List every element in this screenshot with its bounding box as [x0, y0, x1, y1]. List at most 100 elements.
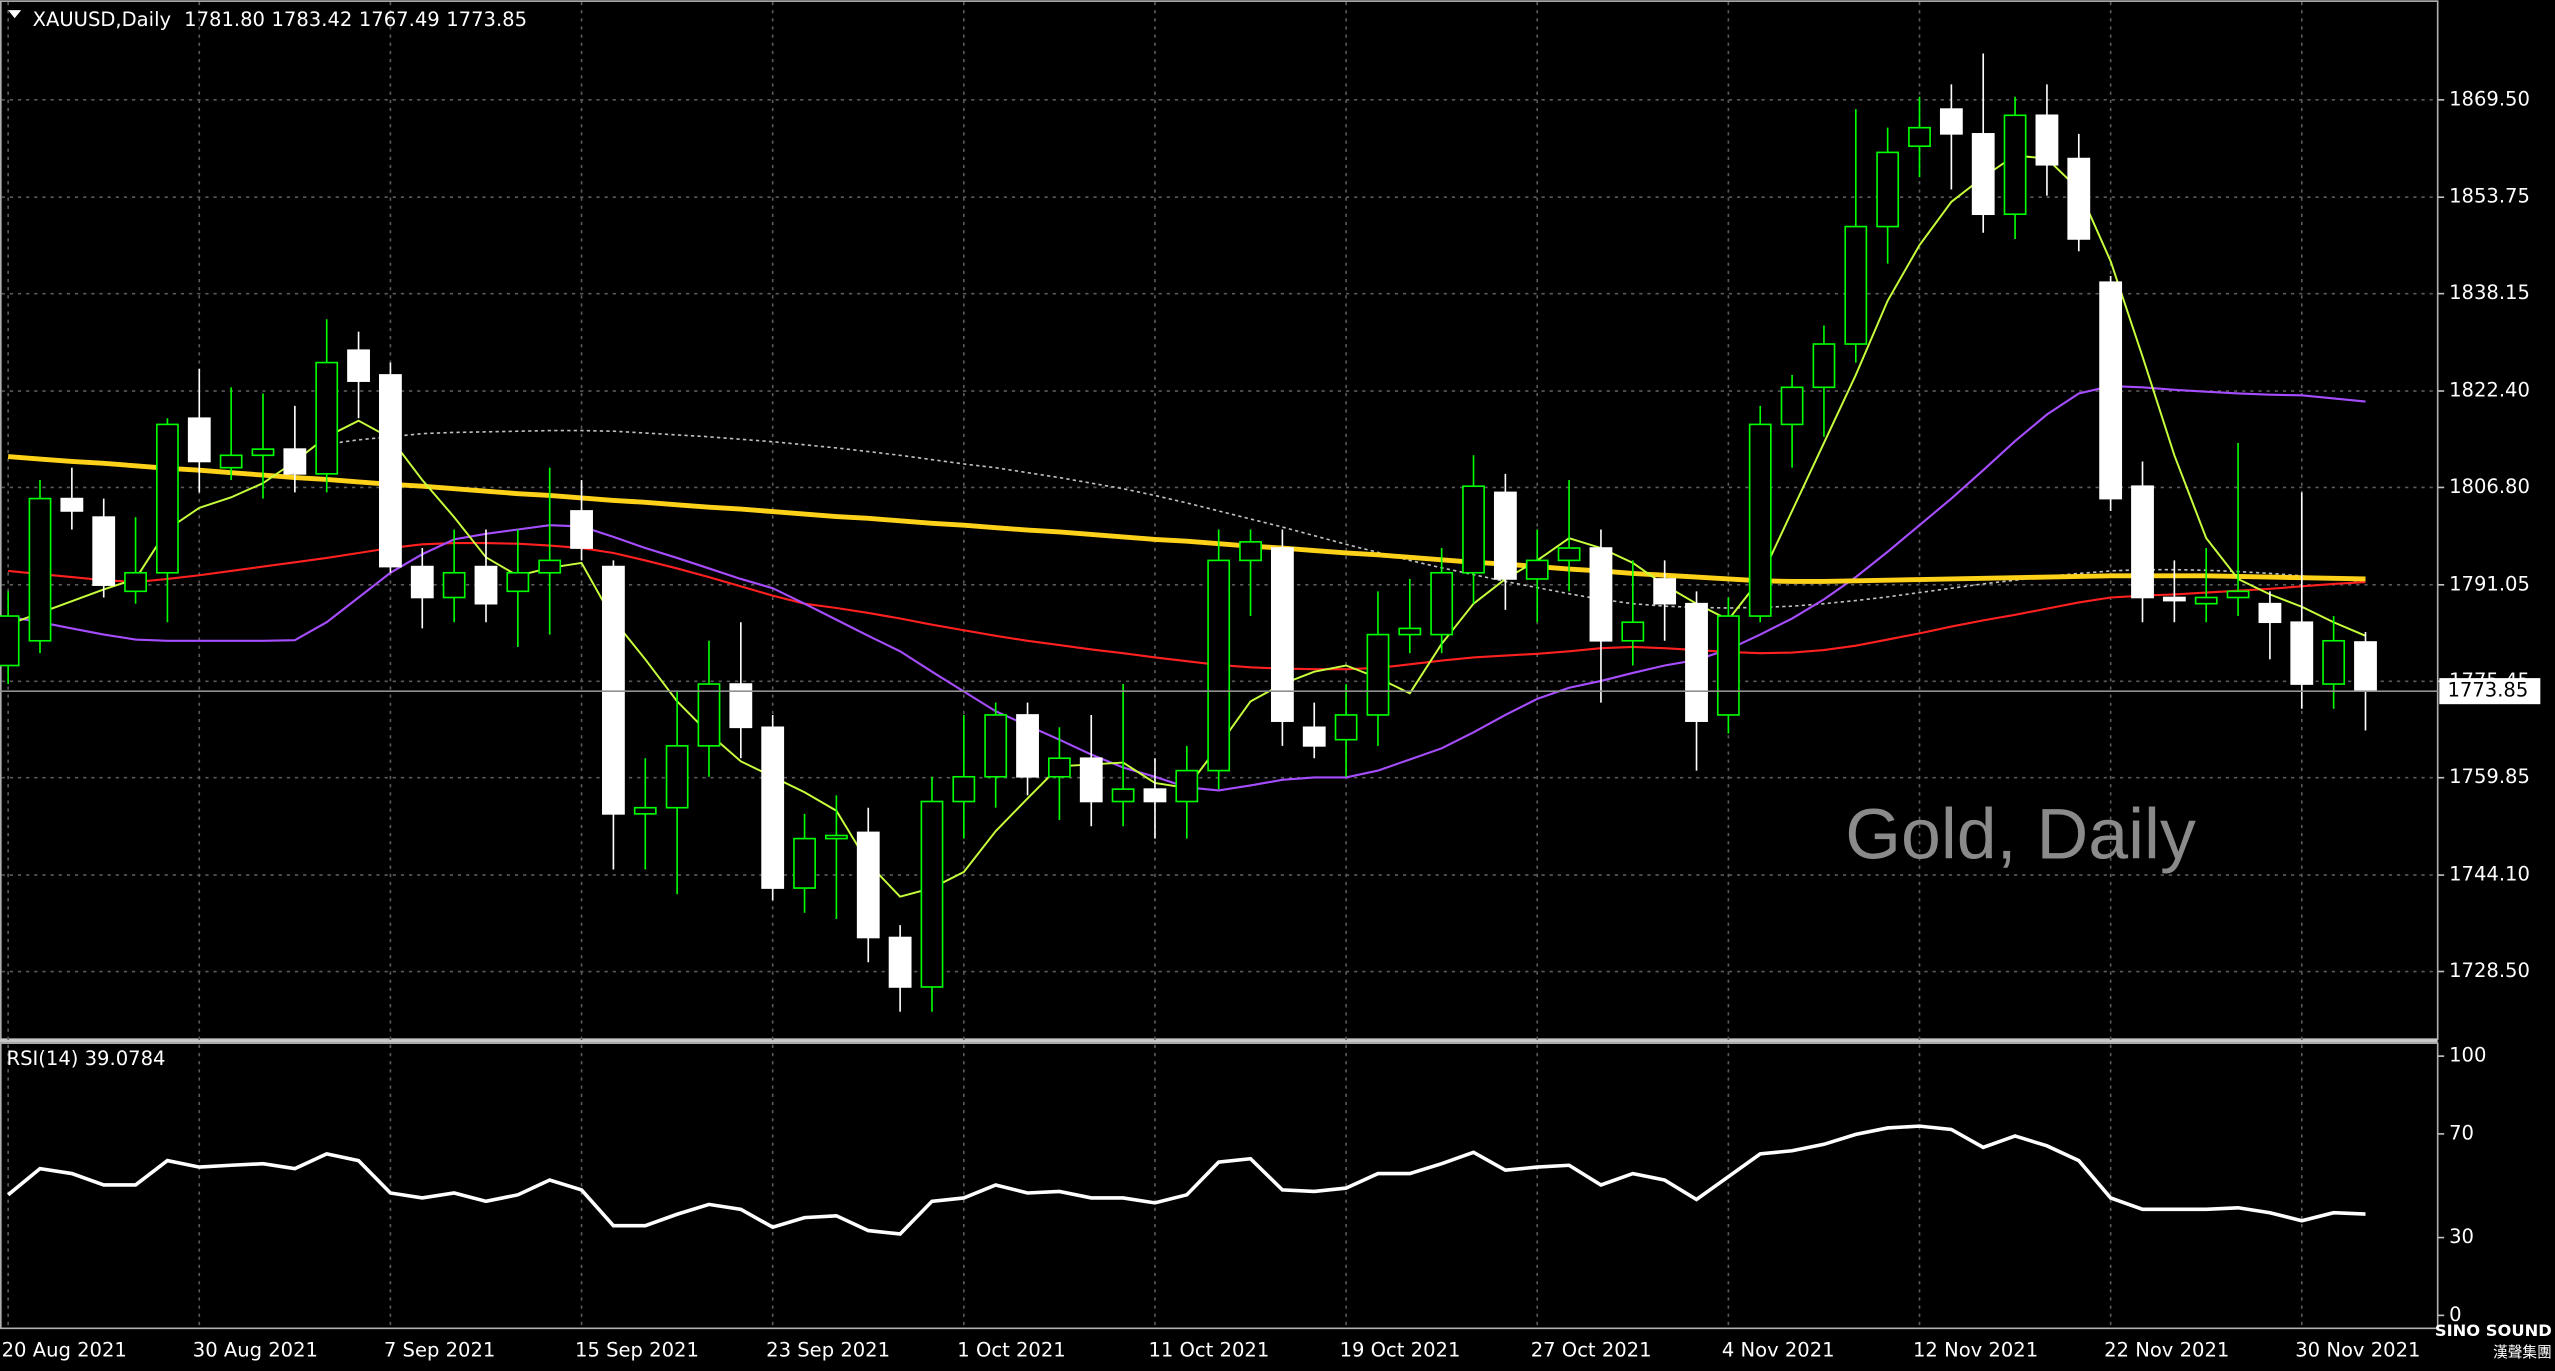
candle-body: [1079, 757, 1103, 803]
candle-body: [1812, 343, 1836, 389]
candle-body: [888, 936, 912, 988]
current-price-label: 1773.85: [2447, 679, 2528, 702]
candle-body: [1493, 491, 1517, 580]
rsi-line: [7, 1124, 2366, 1236]
candle-body: [474, 565, 498, 605]
candle-body: [602, 565, 625, 815]
candle-body: [633, 806, 657, 815]
x-tick-label: 20 Aug 2021: [2, 1339, 127, 1362]
logo-chinese: 漢聲集團: [2493, 1344, 2552, 1361]
candle-body: [665, 745, 689, 809]
candle-body: [1398, 627, 1422, 636]
candle-body: [1143, 788, 1167, 803]
watermark: Gold, Daily: [1845, 794, 2196, 874]
candle-body: [347, 349, 370, 382]
rsi-y-tick-label: 30: [2449, 1225, 2474, 1248]
candle-body: [697, 683, 721, 747]
candle-body: [379, 374, 402, 568]
candle-body: [2131, 485, 2154, 599]
y-tick-label: 1853.75: [2449, 185, 2530, 208]
candle-body: [1175, 769, 1199, 803]
candle-body: [1908, 126, 1931, 148]
candle-body: [1621, 621, 1645, 642]
current-price-box: [2439, 678, 2541, 705]
candle-body: [2162, 596, 2186, 602]
candle-body: [2194, 596, 2218, 605]
close-text: 1773.85: [446, 7, 527, 30]
candle-body: [761, 726, 785, 889]
candle-body: [187, 417, 211, 463]
candle-body: [283, 448, 307, 475]
x-tick-label: 11 Oct 2021: [1148, 1339, 1269, 1362]
candle-body: [1016, 714, 1039, 778]
rsi-pane-frame: [0, 1042, 2439, 1330]
x-tick-label: 12 Nov 2021: [1913, 1339, 2038, 1362]
candle-body: [156, 423, 179, 574]
x-tick-label: 4 Nov 2021: [1722, 1339, 1835, 1362]
x-tick-label: 30 Aug 2021: [193, 1339, 318, 1362]
candle-body: [1716, 615, 1740, 716]
candle-body: [2035, 114, 2059, 166]
y-tick-label: 1759.85: [2449, 765, 2530, 788]
candle-body: [28, 497, 52, 642]
candle-body: [1430, 571, 1454, 636]
candle-body: [570, 510, 593, 549]
candle-body: [2354, 641, 2377, 692]
candle-body: [506, 571, 530, 593]
candle-body: [1589, 547, 1613, 642]
logo-name: SINO SOUND: [2435, 1321, 2552, 1340]
candle-body: [60, 497, 84, 512]
moving-average-line: [326, 429, 2366, 609]
candle-body: [984, 714, 1008, 778]
candle-body: [2067, 157, 2091, 240]
candle-body: [442, 571, 466, 599]
candle-body: [251, 448, 275, 457]
chart-header: XAUUSD,Daily 1781.80 1783.42 1767.49 1773.85: [33, 7, 527, 30]
candle-body: [1971, 133, 1995, 216]
candle-body: [1780, 386, 1804, 426]
candle-body: [1270, 547, 1294, 722]
candle-body: [2099, 281, 2123, 500]
x-tick-label: 1 Oct 2021: [957, 1339, 1065, 1362]
rsi-y-tick-label: 100: [2449, 1044, 2486, 1067]
candle-body: [1557, 547, 1581, 562]
y-tick-label: 1838.15: [2449, 281, 2530, 304]
x-tick-label: 19 Oct 2021: [1340, 1339, 1461, 1362]
candle-body: [1239, 541, 1262, 562]
candle-body: [1685, 602, 1708, 722]
candle-body: [952, 775, 976, 803]
candle-body: [1047, 757, 1071, 778]
symbol: XAUUSD,Daily: [33, 7, 172, 30]
candle-body: [538, 559, 562, 574]
x-tick-label: 15 Sep 2021: [575, 1339, 699, 1362]
candle-body: [1748, 423, 1772, 617]
candle-body: [1525, 559, 1549, 580]
candle-body: [824, 834, 848, 840]
menu-arrow[interactable]: [8, 10, 22, 19]
marks: [0, 53, 2438, 1236]
candle-body: [2003, 114, 2027, 216]
y-tick-label: 1744.10: [2449, 863, 2530, 886]
candle-body: [1302, 726, 1326, 747]
rsi-title: RSI(14) 39.0784: [7, 1047, 166, 1070]
candle-body: [793, 837, 816, 889]
candle-body: [2258, 602, 2282, 624]
open-text: 1781.80: [184, 7, 265, 30]
x-tick-label: 7 Sep 2021: [384, 1339, 495, 1362]
candle-body: [1207, 559, 1231, 772]
x-tick-label: 22 Nov 2021: [2104, 1339, 2229, 1362]
x-tick-label: 27 Oct 2021: [1531, 1339, 1652, 1362]
y-tick-label: 1728.50: [2449, 959, 2530, 982]
candle-body: [124, 571, 147, 593]
y-tick-label: 1806.80: [2449, 475, 2530, 498]
candle-body: [410, 565, 434, 599]
candle-body: [1462, 485, 1485, 574]
candle-body: [856, 831, 880, 939]
candle-body: [315, 361, 339, 475]
candle-body: [219, 454, 243, 469]
high-text: 1783.42: [272, 7, 353, 30]
y-tick-label: 1791.05: [2449, 572, 2530, 595]
rsi-y-tick-label: 70: [2449, 1121, 2474, 1144]
